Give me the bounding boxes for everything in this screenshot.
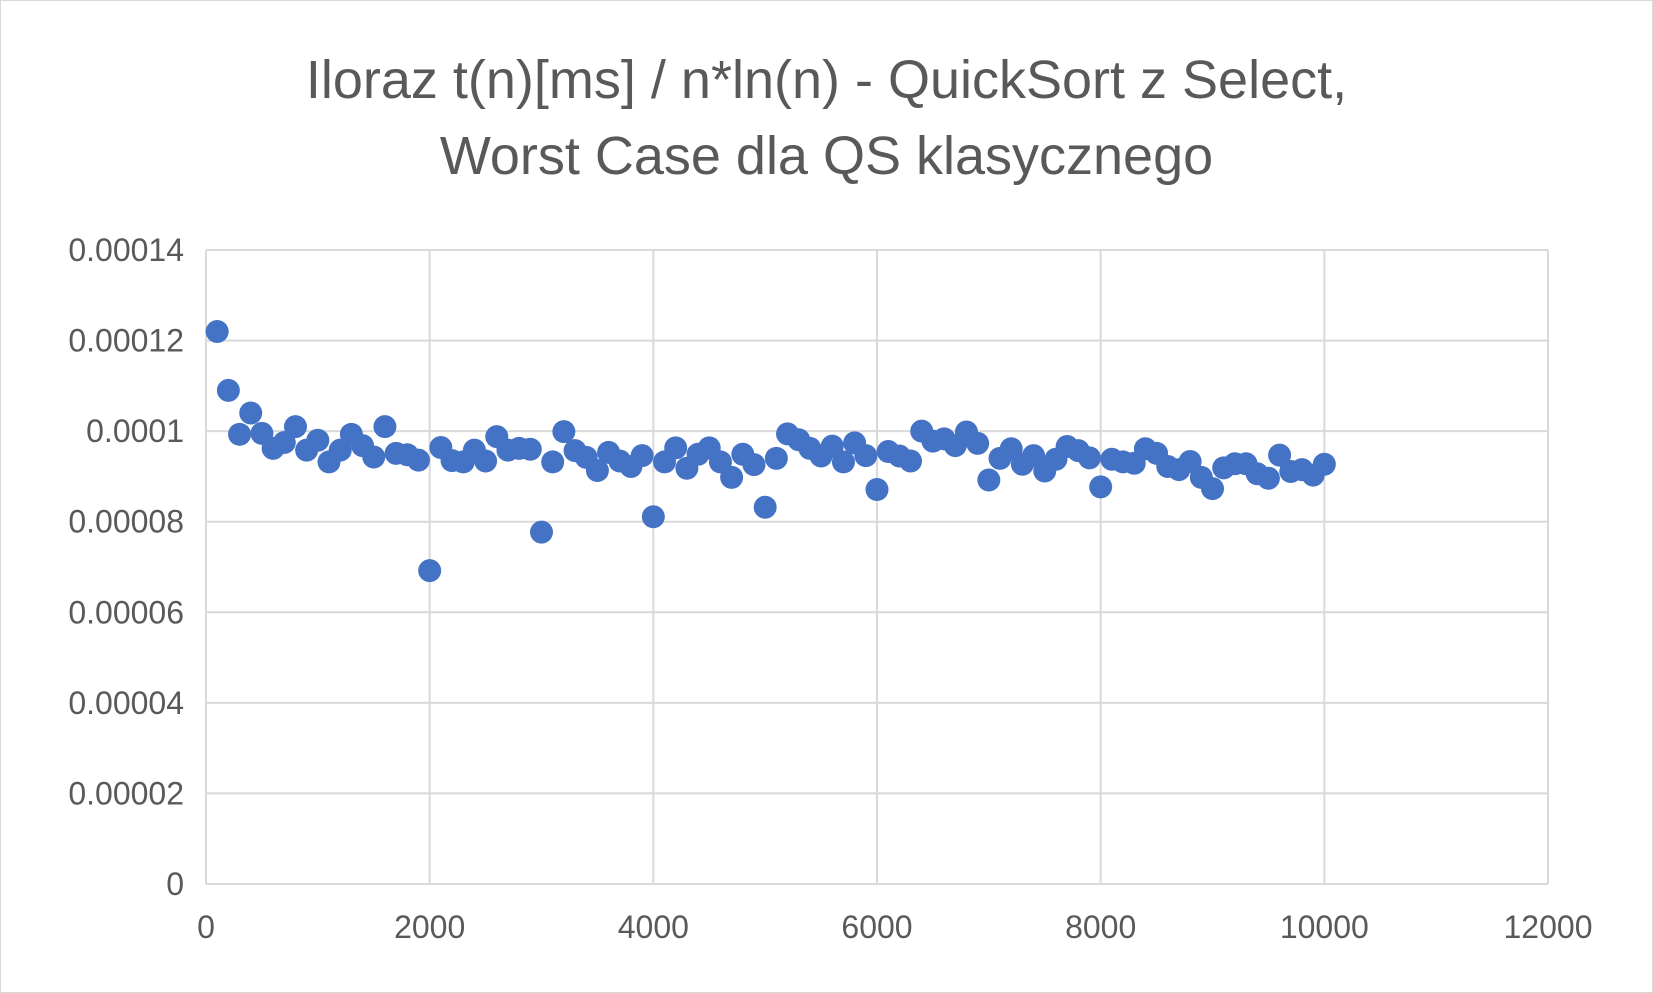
- data-point: [530, 520, 553, 544]
- data-point: [899, 449, 923, 473]
- data-point: [283, 415, 307, 439]
- data-point: [362, 445, 386, 469]
- y-tick-label: 0.00002: [68, 775, 184, 811]
- x-tick-label: 2000: [394, 909, 465, 945]
- data-point: [1268, 443, 1292, 467]
- y-tick-label: 0.00012: [68, 323, 184, 359]
- data-point: [865, 478, 889, 502]
- y-tick-label: 0.0001: [86, 413, 184, 449]
- y-tick-label: 0.00004: [68, 685, 184, 721]
- data-point: [1312, 452, 1336, 476]
- grid-lines: [205, 249, 1549, 885]
- y-tick-label: 0.00008: [68, 504, 184, 540]
- chart-title-line-1: Iloraz t(n)[ms] / n*ln(n) - QuickSort z …: [305, 50, 1348, 110]
- chart-title-line-2: Worst Case dla QS klasycznego: [439, 126, 1214, 186]
- data-point: [1089, 475, 1113, 499]
- data-point: [228, 422, 252, 446]
- data-point: [418, 559, 442, 583]
- data-point: [753, 495, 777, 519]
- data-point: [977, 468, 1001, 492]
- data-point: [720, 465, 744, 489]
- data-point: [1256, 466, 1280, 490]
- data-point: [1077, 446, 1101, 470]
- data-point: [854, 444, 878, 468]
- data-point: [664, 436, 688, 460]
- data-point: [641, 505, 665, 529]
- data-point: [239, 401, 263, 425]
- y-tick-label: 0: [166, 866, 184, 902]
- data-point: [831, 450, 855, 474]
- data-point: [216, 378, 240, 402]
- data-point: [306, 428, 330, 452]
- data-point: [552, 420, 576, 444]
- y-tick-label: 0.00014: [68, 232, 184, 268]
- data-point: [630, 444, 654, 468]
- data-point: [518, 437, 542, 461]
- data-point: [373, 415, 397, 439]
- x-tick-label: 12000: [1504, 909, 1593, 945]
- data-points: [205, 320, 1336, 583]
- x-tick-label: 6000: [841, 909, 912, 945]
- data-point: [406, 448, 430, 472]
- data-point: [742, 453, 766, 477]
- data-point: [205, 320, 229, 344]
- data-point: [764, 446, 788, 470]
- data-point: [1201, 477, 1224, 501]
- y-tick-label: 0.00006: [68, 594, 184, 630]
- x-tick-label: 8000: [1065, 909, 1136, 945]
- x-tick-label: 10000: [1280, 909, 1369, 945]
- tick-labels: 0 0.00002 0.00004 0.00006 0.00008 0.0001 0.000…: [68, 232, 1592, 945]
- data-point: [541, 450, 565, 474]
- x-tick-label: 4000: [618, 909, 689, 945]
- data-point: [474, 449, 498, 473]
- data-point: [585, 459, 609, 483]
- data-point: [966, 431, 990, 455]
- chart-title: Iloraz t(n)[ms] / n*ln(n) - QuickSort z …: [0, 42, 1653, 194]
- x-tick-label: 0: [197, 909, 215, 945]
